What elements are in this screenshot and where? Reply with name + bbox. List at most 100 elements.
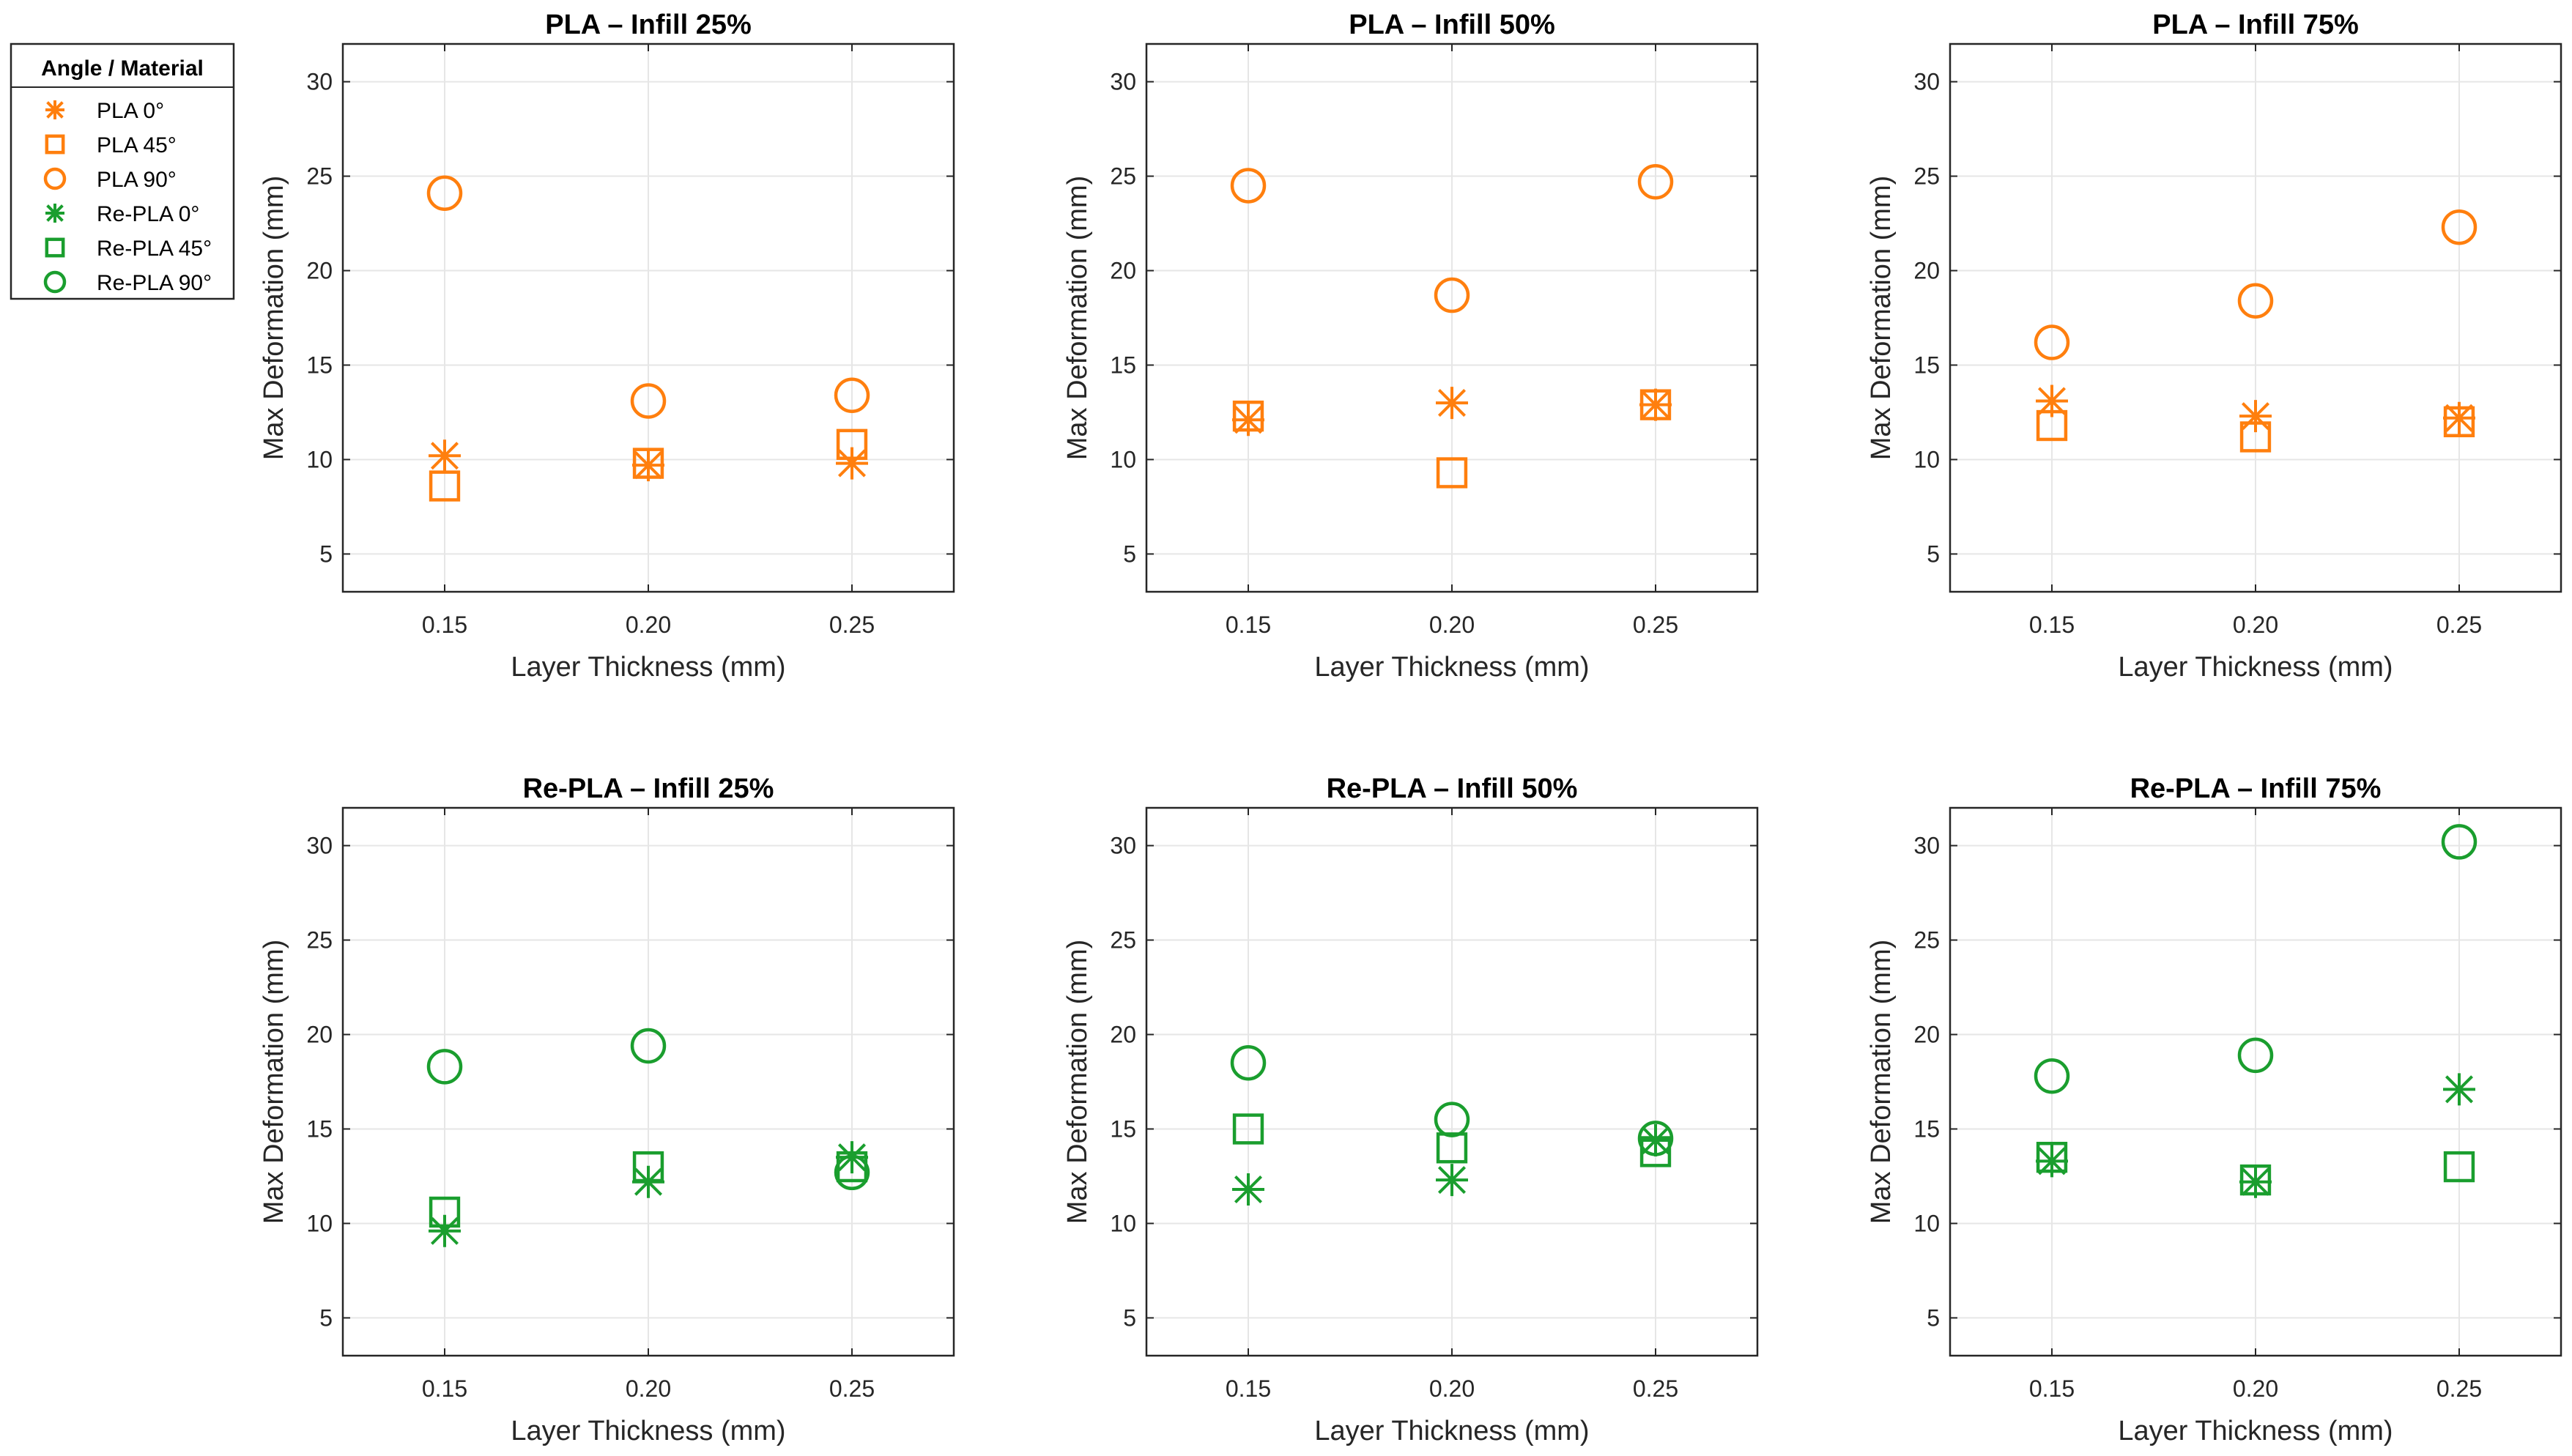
- point-square: [2443, 1151, 2475, 1183]
- y-tick-label: 5: [1927, 1304, 1940, 1331]
- y-tick-label: 20: [306, 258, 333, 284]
- point-asterisk: [429, 439, 461, 472]
- legend-label: PLA 45°: [97, 133, 177, 157]
- point-asterisk: [1639, 388, 1672, 421]
- y-tick-label: 30: [306, 69, 333, 95]
- x-tick-label: 0.15: [2029, 1375, 2075, 1402]
- chart-title: PLA – Infill 25%: [545, 10, 752, 40]
- point-circle: [2237, 283, 2274, 319]
- y-tick-label: 10: [1913, 446, 1940, 472]
- point-square: [2443, 406, 2475, 438]
- x-tick-label: 0.15: [422, 1375, 467, 1402]
- y-tick-label: 5: [1927, 541, 1940, 567]
- y-tick-label: 10: [1110, 446, 1136, 472]
- subplot-1: 5 10 15 20 25 30 0.15 0.20 0.25 PLA – Infill 25% L…: [259, 10, 955, 683]
- point-asterisk: [429, 1214, 461, 1247]
- point-square: [2036, 1142, 2068, 1173]
- axes-box: [1949, 806, 2562, 1357]
- y-tick-label: 20: [1110, 258, 1136, 284]
- y-tick-label: 25: [1110, 163, 1136, 190]
- y-tick-label: 15: [306, 1115, 333, 1142]
- axes-box: [341, 806, 955, 1357]
- y-tick-label: 10: [306, 446, 333, 472]
- x-tick-label: 0.15: [1226, 612, 1271, 638]
- x-axis-label: Layer Thickness (mm): [2118, 652, 2393, 683]
- y-tick-label: 15: [1913, 1115, 1940, 1142]
- legend-marker-asterisk: [45, 204, 64, 223]
- y-tick-label: 5: [319, 1304, 333, 1331]
- point-circle: [1637, 1121, 1674, 1156]
- point-circle: [2034, 324, 2070, 360]
- y-tick-label: 15: [1913, 352, 1940, 378]
- chart-title: Re-PLA – Infill 75%: [2130, 773, 2382, 804]
- legend-marker-asterisk: [45, 100, 64, 119]
- y-tick-label: 20: [1110, 1022, 1136, 1048]
- y-axis-label: Max Deformation (mm): [1062, 940, 1093, 1225]
- x-tick-label: 0.20: [626, 1375, 671, 1402]
- point-circle: [2034, 1058, 2070, 1094]
- point-asterisk: [1639, 1123, 1672, 1156]
- legend-label: PLA 0°: [97, 99, 164, 123]
- x-tick-label: 0.15: [422, 612, 467, 638]
- point-square: [2036, 409, 2068, 442]
- axes-box: [1145, 806, 1759, 1357]
- axes-box: [341, 42, 955, 593]
- point-square: [1639, 389, 1672, 420]
- point-asterisk: [2239, 1165, 2272, 1198]
- x-tick-label: 0.20: [2233, 1375, 2278, 1402]
- point-circle: [2441, 824, 2478, 860]
- x-tick-label: 0.20: [1429, 1375, 1475, 1402]
- point-circle: [834, 1154, 870, 1191]
- y-tick-label: 25: [1913, 927, 1940, 954]
- x-axis-label: Layer Thickness (mm): [1314, 1416, 1589, 1446]
- legend-title: Angle / Material: [41, 56, 204, 81]
- subplot-3: 5 10 15 20 25 30 0.15 0.20 0.25 PLA – Infill 75% L…: [1866, 10, 2562, 683]
- y-axis-label: Max Deformation (mm): [259, 940, 289, 1225]
- y-tick-label: 30: [1913, 69, 1940, 95]
- y-tick-label: 15: [306, 352, 333, 378]
- point-circle: [1230, 1044, 1267, 1081]
- x-tick-label: 0.25: [829, 612, 875, 638]
- point-circle: [426, 1049, 463, 1085]
- x-tick-label: 0.25: [829, 1375, 875, 1402]
- y-tick-label: 25: [306, 163, 333, 190]
- point-asterisk: [2443, 401, 2475, 434]
- x-tick-label: 0.25: [2436, 1375, 2482, 1402]
- x-tick-label: 0.15: [2029, 612, 2075, 638]
- point-square: [1436, 457, 1468, 489]
- y-tick-label: 30: [306, 833, 333, 859]
- point-asterisk: [1232, 404, 1264, 437]
- x-tick-label: 0.15: [1226, 1375, 1271, 1402]
- point-circle: [1434, 277, 1470, 313]
- point-square: [836, 428, 868, 460]
- legend-label: Re-PLA 90°: [97, 271, 212, 295]
- point-circle: [630, 383, 667, 419]
- legend-label: PLA 90°: [97, 168, 177, 192]
- legend-marker-square: [45, 134, 65, 155]
- point-circle: [630, 1028, 667, 1064]
- y-axis-label: Max Deformation (mm): [1866, 176, 1897, 461]
- x-tick-label: 0.25: [1633, 612, 1678, 638]
- point-square: [429, 470, 461, 502]
- point-circle: [1637, 164, 1674, 200]
- subplot-4: 5 10 15 20 25 30 0.15 0.20 0.25 Re-PLA – Infill 2…: [259, 773, 955, 1446]
- chart-title: Re-PLA – Infill 25%: [523, 773, 774, 804]
- x-tick-label: 0.20: [2233, 612, 2278, 638]
- x-axis-label: Layer Thickness (mm): [2118, 1416, 2393, 1446]
- point-asterisk: [2239, 400, 2272, 433]
- point-circle: [1434, 1102, 1470, 1137]
- point-asterisk: [1436, 387, 1468, 420]
- point-circle: [1230, 168, 1267, 204]
- chart-title: Re-PLA – Infill 50%: [1327, 773, 1578, 804]
- chart-title: PLA – Infill 50%: [1349, 10, 1555, 40]
- y-tick-label: 30: [1110, 833, 1136, 859]
- legend: Angle / Material PLA 0° PLA 45° PLA 90° Re-P…: [10, 42, 235, 300]
- y-axis-label: Max Deformation (mm): [259, 176, 289, 461]
- y-tick-label: 20: [1913, 1022, 1940, 1048]
- subplot-5: 5 10 15 20 25 30 0.15 0.20 0.25 Re-PLA – Infill 5…: [1062, 773, 1759, 1446]
- legend-marker-circle: [43, 167, 67, 190]
- y-tick-label: 25: [306, 927, 333, 954]
- legend-marker-circle: [43, 270, 67, 294]
- x-tick-label: 0.20: [626, 612, 671, 638]
